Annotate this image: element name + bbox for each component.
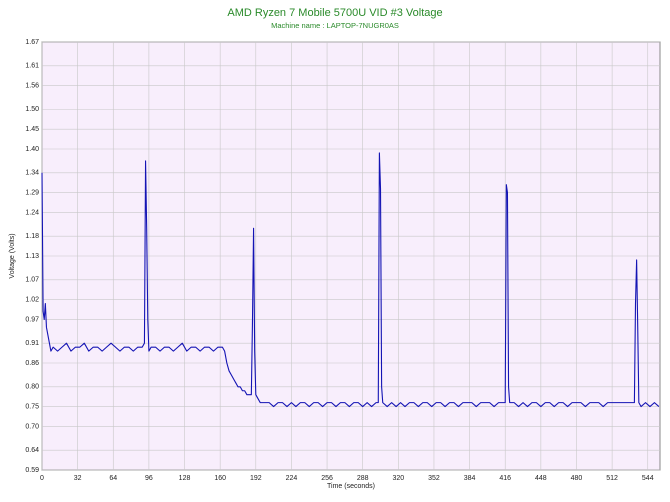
y-tick-label: 1.67 xyxy=(25,39,39,46)
x-tick-label: 480 xyxy=(571,475,583,482)
y-tick-label: 1.24 xyxy=(25,209,39,216)
y-tick-label: 1.34 xyxy=(25,170,39,177)
y-tick-label: 0.64 xyxy=(25,447,39,454)
y-tick-label: 0.70 xyxy=(25,423,39,430)
x-axis-label: Time (seconds) xyxy=(327,483,375,490)
y-tick-label: 0.86 xyxy=(25,360,39,367)
y-tick-label: 0.59 xyxy=(25,467,39,474)
x-tick-label: 512 xyxy=(606,475,618,482)
y-axis-label: Voltage (Volts) xyxy=(9,233,16,278)
x-tick-label: 128 xyxy=(179,475,191,482)
y-tick-label: 0.91 xyxy=(25,340,39,347)
y-tick-label: 0.80 xyxy=(25,384,39,391)
y-tick-label: 0.75 xyxy=(25,403,39,410)
x-tick-label: 384 xyxy=(464,475,476,482)
chart-title: AMD Ryzen 7 Mobile 5700U VID #3 Voltage xyxy=(227,7,442,19)
y-tick-label: 1.61 xyxy=(25,63,39,70)
x-tick-label: 416 xyxy=(499,475,511,482)
x-tick-label: 192 xyxy=(250,475,262,482)
chart-subtitle: Machine name : LAPTOP-7NUGR0AS xyxy=(271,21,399,30)
x-tick-label: 544 xyxy=(642,475,654,482)
x-tick-label: 256 xyxy=(321,475,333,482)
y-tick-label: 0.97 xyxy=(25,316,39,323)
x-tick-label: 320 xyxy=(392,475,404,482)
x-tick-label: 448 xyxy=(535,475,547,482)
y-tick-label: 1.13 xyxy=(25,253,39,260)
x-tick-label: 288 xyxy=(357,475,369,482)
y-tick-label: 1.56 xyxy=(25,82,39,89)
x-tick-label: 160 xyxy=(214,475,226,482)
x-tick-label: 0 xyxy=(40,475,44,482)
y-tick-label: 1.18 xyxy=(25,233,39,240)
y-tick-label: 1.29 xyxy=(25,189,39,196)
x-tick-label: 352 xyxy=(428,475,440,482)
x-tick-label: 224 xyxy=(286,475,298,482)
x-tick-label: 64 xyxy=(109,475,117,482)
y-tick-label: 1.45 xyxy=(25,126,39,133)
y-tick-label: 1.07 xyxy=(25,277,39,284)
data-line xyxy=(41,152,660,408)
y-tick-label: 1.40 xyxy=(25,146,39,153)
y-tick-label: 1.50 xyxy=(25,106,39,113)
y-tick-label: 1.02 xyxy=(25,296,39,303)
x-tick-label: 32 xyxy=(74,475,82,482)
x-tick-label: 96 xyxy=(145,475,153,482)
